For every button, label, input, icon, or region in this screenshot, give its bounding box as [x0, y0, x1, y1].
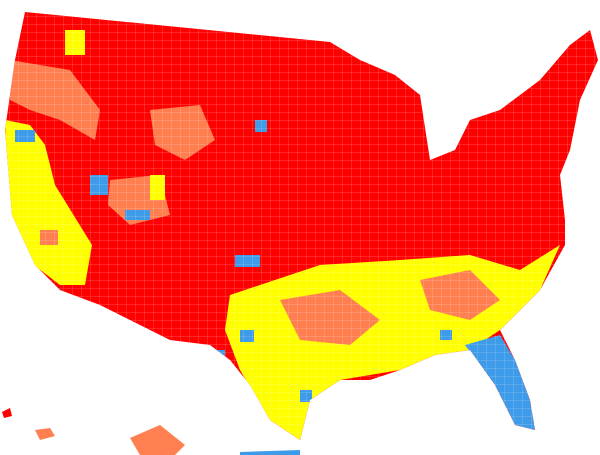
island	[35, 428, 55, 440]
alaska	[240, 450, 300, 455]
alaska	[130, 425, 185, 455]
island	[2, 408, 12, 418]
